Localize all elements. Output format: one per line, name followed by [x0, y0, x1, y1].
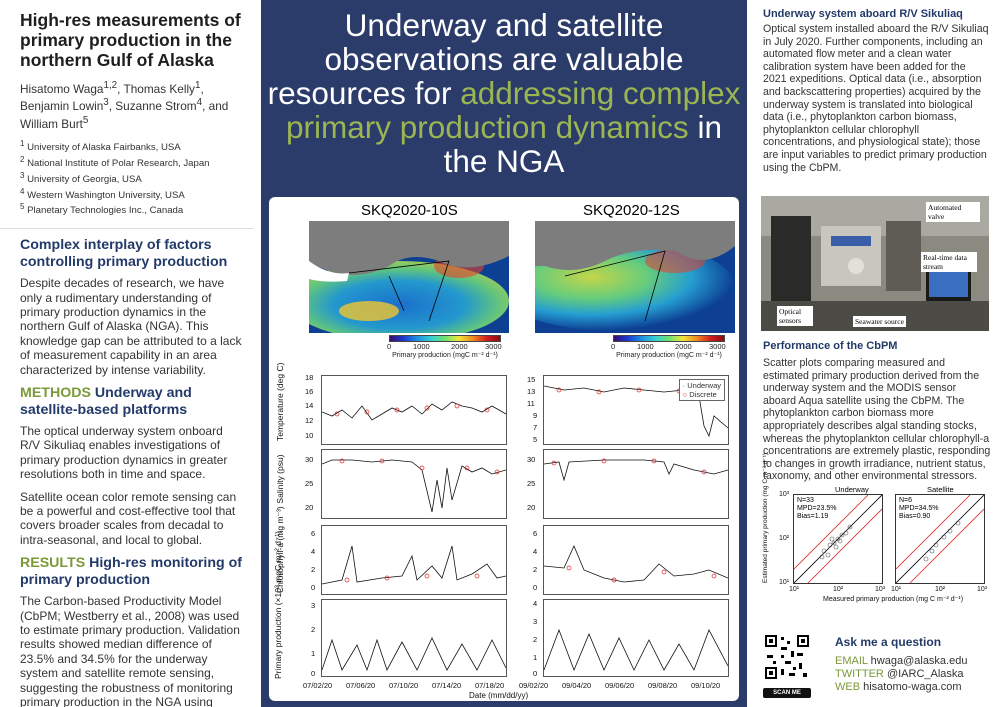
chart-legend: · Underway ○ Discrete — [678, 379, 725, 401]
legend-discrete: ○ Discrete — [682, 390, 717, 399]
ylabel-temperature: Temperature (deg C) — [275, 362, 285, 441]
methods-text-1: The optical underway system onboard R/V … — [20, 424, 228, 482]
map-title-right: SKQ2020-12S — [583, 202, 680, 219]
ts-line — [543, 544, 729, 583]
ts-left-temperature — [321, 375, 507, 445]
colorbar-right: 0 1000 2000 3000 Primary production (mgC… — [611, 335, 726, 359]
results-heading: RESULTS High-res monitoring of primary p… — [20, 555, 243, 589]
scatter-tick: 10² — [833, 585, 844, 593]
banner-headline: Underway and satellite observations are … — [267, 7, 741, 179]
scatter-title-satellite: Satellite — [927, 484, 954, 494]
underway-text: Optical system installed aboard the R/V … — [763, 23, 989, 174]
colorbar-gradient — [613, 335, 725, 342]
scatter-tick: 10¹ — [779, 578, 790, 586]
ts-left-chlorophyll — [321, 525, 507, 595]
ts-line — [321, 545, 507, 585]
colorbar-ticks: 0 1000 2000 3000 — [611, 342, 726, 351]
left-column: High-res measurements of primary product… — [0, 0, 254, 707]
contact-email[interactable]: EMAIL hwaga@alaska.edu — [835, 655, 968, 667]
center-panel: Underway and satellite observations are … — [261, 0, 747, 707]
photo-label-stream: Real-time data stream — [921, 252, 977, 272]
scatter-xlabel: Measured primary production (mg C m⁻² d⁻… — [823, 595, 964, 603]
xlabel-date: Date (mm/dd/yy) — [469, 691, 529, 700]
divider — [0, 228, 254, 230]
map-title-left: SKQ2020-10S — [361, 202, 458, 219]
ts-left-salinity — [321, 449, 507, 519]
colorbar-left: 0 1000 2000 3000 Primary production (mgC… — [387, 335, 502, 359]
affiliation-item: 2 National Institute of Polar Research, … — [20, 155, 210, 170]
intro-heading: Complex interplay of factors controlling… — [20, 237, 228, 271]
ts-line — [321, 458, 507, 513]
affiliation-item: 4 Western Washington University, USA — [20, 186, 185, 201]
poster-title: High-res measurements of primary product… — [20, 10, 241, 70]
ts-right-primary-production — [543, 599, 729, 677]
scatter-underway-stats: N=33 MPD=23.5% Bias=1.19 — [797, 496, 837, 520]
colorbar-ticks: 0 1000 2000 3000 — [387, 342, 502, 351]
photo-label-optical: Optical sensors — [777, 306, 813, 326]
ts-line — [543, 628, 729, 672]
scatter-satellite-graphic — [895, 494, 985, 584]
colorbar-gradient — [389, 335, 501, 342]
scatter-tick: 10³ — [977, 585, 988, 593]
photo-label-valve: Automated valve — [926, 202, 980, 222]
qr-code-graphic — [763, 633, 811, 681]
performance-section: Performance of the CbPM Scatter plots co… — [762, 340, 991, 605]
intro-text: Despite decades of research, we have onl… — [20, 276, 242, 377]
scatter-satellite: N=6 MPD=34.5% Bias=0.90 — [895, 493, 985, 584]
scatter-tick: 10² — [935, 585, 946, 593]
scatter-tick: 10¹ — [891, 585, 902, 593]
scatter-title-underway: Underway — [835, 484, 869, 494]
ts-right-temperature: · Underway ○ Discrete — [543, 375, 729, 445]
scatter-satellite-stats: N=6 MPD=34.5% Bias=0.90 — [899, 496, 939, 520]
scatter-plots: Underway Satellite N=33 MPD=23.5% Bias=1… — [762, 452, 991, 605]
scatter-tick: 10³ — [875, 585, 886, 593]
affiliation-item: 1 University of Alaska Fairbanks, USA — [20, 139, 181, 154]
ask-heading: Ask me a question — [835, 635, 942, 649]
colorbar-label: Primary production (mgC m⁻² d⁻¹) — [392, 352, 498, 359]
affiliation-list: 1 University of Alaska Fairbanks, USA 2 … — [20, 138, 242, 217]
scatter-tick: 10³ — [779, 490, 790, 498]
performance-text: Scatter plots comparing measured and est… — [763, 357, 991, 483]
colorbar-label: Primary production (mgC m⁻² d⁻¹) — [616, 352, 722, 359]
contact-web[interactable]: WEB hisatomo-waga.com — [835, 681, 962, 693]
performance-heading: Performance of the CbPM — [763, 340, 898, 352]
figure-card: SKQ2020-10S SKQ2020-12S — [269, 197, 739, 701]
affiliation-item: 5 Planetary Technologies Inc., Canada — [20, 202, 184, 217]
ts-left-primary-production — [321, 599, 507, 677]
ylabel-salinity: Salinity (psu) — [275, 454, 285, 504]
methods-heading: METHODS Underway and satellite-based pla… — [20, 385, 192, 419]
scatter-underway-graphic — [793, 494, 883, 584]
methods-text-2: Satellite ocean color remote sensing can… — [20, 489, 237, 547]
results-text: The Carbon-based Productivity Model (CbP… — [20, 594, 240, 707]
author-list: Hisatomo Waga1,2, Thomas Kelly1, Benjami… — [20, 80, 229, 131]
ts-line — [321, 637, 507, 672]
scatter-tick: 10¹ — [789, 585, 800, 593]
scatter-ylabel: Estimated primary production (mg C m⁻² d… — [762, 452, 769, 583]
contact-twitter[interactable]: TWITTER @IARC_Alaska — [835, 668, 964, 680]
ts-line — [321, 401, 507, 421]
qr-code[interactable]: SCAN ME — [763, 633, 811, 698]
ts-line — [543, 458, 729, 482]
right-column: Underway system aboard R/V Sikuliaq Opti… — [753, 0, 1000, 707]
affiliation-item: 3 University of Georgia, USA — [20, 170, 142, 186]
ts-right-salinity — [543, 449, 729, 519]
scatter-underway: N=33 MPD=23.5% Bias=1.19 — [793, 493, 883, 584]
ts-right-chlorophyll — [543, 525, 729, 595]
underway-heading: Underway system aboard R/V Sikuliaq — [763, 8, 963, 20]
legend-underway: · Underway — [682, 381, 721, 390]
ylabel-primary-production: Primary production (×10³ mgC m⁻² d⁻¹) — [273, 530, 283, 679]
scan-me-label: SCAN ME — [763, 688, 811, 698]
photo-label-seawater: Seawater source — [853, 316, 906, 327]
scatter-tick: 10² — [779, 534, 790, 542]
lab-photo: Automated valve Real-time data stream Op… — [761, 196, 989, 331]
